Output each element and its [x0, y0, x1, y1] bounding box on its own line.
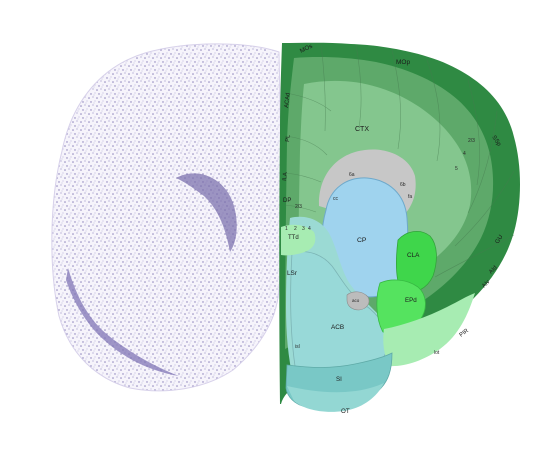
label-layer-4b: 4 — [463, 151, 466, 157]
label-layer-1: 1 — [285, 226, 288, 232]
label-layer-2: 2 — [294, 226, 297, 232]
label-layer-3: 3 — [302, 226, 305, 232]
label-lsr: LSr — [287, 270, 298, 277]
label-dp: DP — [283, 198, 291, 204]
label-cp: CP — [357, 237, 367, 244]
ot-region — [287, 383, 384, 412]
label-epd: EPd — [405, 297, 417, 304]
label-pl: PL — [285, 134, 292, 142]
label-mop: MOp — [396, 59, 410, 66]
label-aco: aco — [352, 298, 360, 303]
left-hemisphere-nissl — [51, 43, 282, 392]
label-isl: isl — [295, 344, 300, 350]
label-ssp: SSp — [490, 135, 502, 148]
label-lot: lot — [434, 350, 440, 356]
label-ot: OT — [341, 408, 350, 415]
label-ila: ILA — [282, 172, 289, 181]
label-cla: CLA — [407, 252, 420, 259]
label-pir: PIR — [459, 328, 470, 339]
label-layer-4: 4 — [308, 226, 311, 232]
label-ctx: CTX — [355, 126, 369, 133]
label-layer-6a: 6a — [349, 172, 355, 178]
cortex-layer-lines — [284, 43, 515, 278]
nissl-internal-band — [176, 173, 237, 252]
label-gu: GU — [495, 234, 505, 245]
label-aiv: AIv — [481, 279, 491, 289]
label-layer-2-3: 2/3 — [295, 204, 302, 210]
aco-region — [346, 291, 370, 311]
label-ttd: TTd — [288, 235, 299, 241]
label-acb: ACB — [331, 324, 344, 331]
label-cc: cc — [333, 196, 339, 202]
ttd-region — [281, 224, 316, 256]
label-layer-2-3b: 2/3 — [468, 138, 475, 144]
label-si: SI — [336, 376, 342, 383]
label-acad: ACAd — [284, 93, 292, 109]
olfactory-lateral — [383, 293, 475, 367]
nissl-dark-band-left — [66, 268, 179, 376]
label-layer-6b: 6b — [400, 182, 406, 188]
label-aid: AId — [488, 265, 498, 275]
label-layer-5: 5 — [455, 166, 458, 172]
label-fa: fa — [408, 194, 412, 200]
